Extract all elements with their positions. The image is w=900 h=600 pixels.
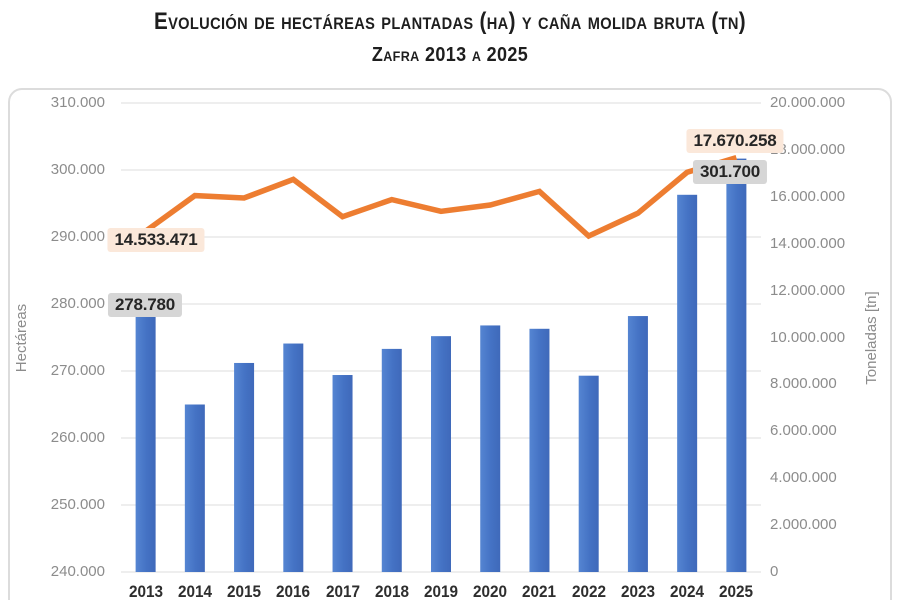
y-axis-title-left: Hectáreas: [13, 303, 30, 373]
y-axis-tick-left: 300.000: [50, 161, 105, 178]
chart-subtitle: Zafra 2013 a 2025: [371, 44, 529, 66]
x-axis-tick-2021: 2021: [522, 582, 557, 600]
bar-2021: [529, 328, 550, 572]
x-axis-tick-2024: 2024: [670, 582, 705, 600]
y-axis-tick-left: 240.000: [50, 563, 105, 580]
y-axis-tick-right: 20.000.000: [770, 94, 846, 111]
x-axis-tick-2019: 2019: [423, 582, 459, 600]
bar-2022: [578, 375, 599, 572]
bar-2014: [184, 404, 205, 572]
x-axis-tick-2013: 2013: [128, 582, 163, 600]
y-axis-tick-left: 280.000: [50, 295, 105, 312]
x-axis-tick-2023: 2023: [620, 582, 655, 600]
x-axis-tick-2020: 2020: [473, 582, 508, 600]
bar-2015: [234, 362, 255, 572]
x-axis-tick-2025: 2025: [719, 582, 754, 600]
data-label-hectareas-2013: 278.780: [107, 293, 183, 317]
bar-2025: [726, 158, 747, 573]
bar-2018: [381, 348, 402, 572]
y-axis-tick-right: 14.000.000: [770, 234, 846, 252]
y-axis-tick-right: 10.000.000: [770, 328, 846, 346]
x-axis-tick-2018: 2018: [374, 582, 409, 600]
y-axis-tick-left: 270.000: [50, 362, 105, 379]
y-axis-tick-right: 2.000.000: [770, 516, 837, 534]
bar-2023: [627, 316, 648, 572]
y-axis-tick-right: 18.000.000: [770, 140, 846, 158]
bar-2016: [283, 343, 304, 572]
x-axis-tick-2017: 2017: [325, 582, 360, 600]
bar-2024: [677, 194, 698, 573]
chart-title: Evolución de hectáreas plantadas (ha) y …: [153, 8, 747, 35]
bar-2019: [431, 336, 451, 572]
y-axis-tick-right: 12.000.000: [770, 281, 846, 299]
y-axis-tick-right: 6.000.000: [770, 422, 837, 440]
x-axis-tick-2016: 2016: [276, 582, 311, 600]
bar-2017: [332, 375, 353, 572]
x-axis-tick-2015: 2015: [227, 582, 262, 600]
y-axis-title-right: Toneladas [tn]: [863, 291, 880, 385]
y-axis-tick-right: 16.000.000: [770, 187, 846, 205]
y-axis-tick-right: 4.000.000: [770, 469, 837, 487]
data-label-toneladas-2013: 14.533.471: [107, 228, 205, 252]
x-axis-tick-2022: 2022: [571, 582, 606, 600]
y-axis-tick-left: 290.000: [50, 228, 105, 245]
y-axis-tick-left: 260.000: [50, 429, 105, 446]
data-label-hectareas-2025: 301.700: [692, 160, 768, 184]
y-axis-tick-left: 310.000: [50, 94, 105, 111]
x-axis-tick-2014: 2014: [177, 582, 212, 600]
y-axis-tick-right: 8.000.000: [770, 375, 837, 393]
bar-2020: [480, 325, 501, 572]
y-axis-tick-left: 250.000: [50, 496, 105, 513]
data-label-toneladas-2025: 17.670.258: [686, 129, 784, 153]
bar-2013: [135, 312, 156, 572]
tonnes-line: [144, 154, 738, 240]
y-axis-tick-right: 0: [770, 563, 779, 580]
